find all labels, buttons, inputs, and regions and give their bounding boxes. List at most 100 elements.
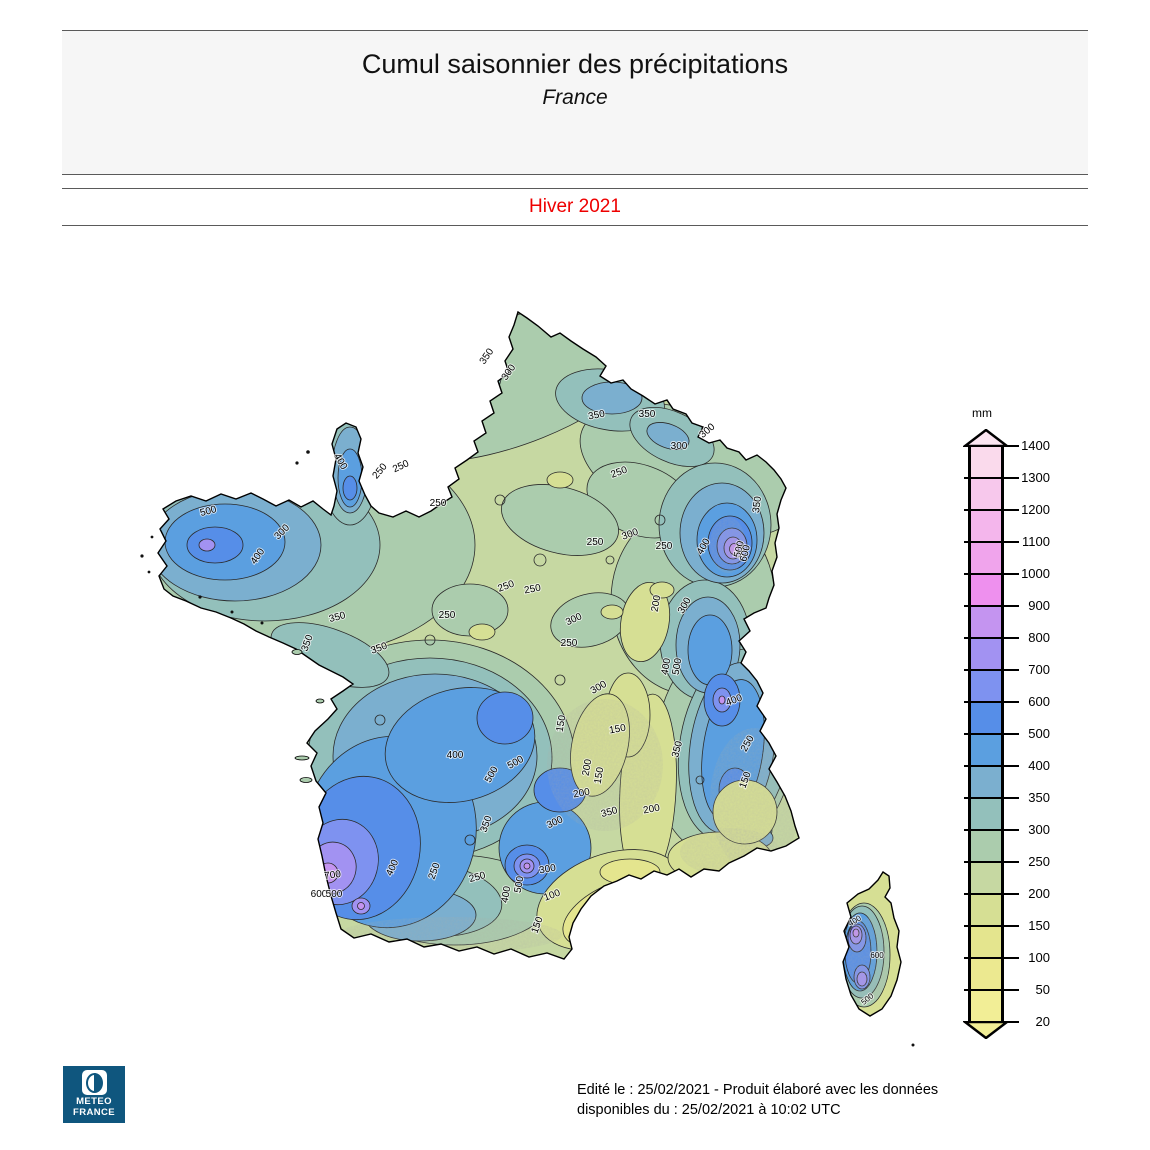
coastal-islands	[140, 450, 915, 1047]
contour-label: 600	[311, 889, 328, 900]
legend-tick	[964, 893, 1019, 895]
season-label: Hiver 2021	[529, 196, 621, 217]
contour-label: 250	[523, 583, 542, 597]
contour-label: 150	[555, 714, 569, 733]
contour-label: 250	[587, 537, 604, 548]
contour-label: 300	[671, 441, 688, 452]
edition-line2: disponibles du : 25/02/2021 à 10:02 UTC	[577, 1102, 841, 1118]
contour-label: 600	[870, 951, 884, 960]
legend-band	[971, 990, 1001, 1022]
legend-band	[971, 478, 1001, 510]
legend-tick	[964, 573, 1019, 575]
contour-label: 350	[751, 495, 764, 513]
logo-text-line1: METEO	[76, 1096, 112, 1107]
contour-label: 350	[587, 409, 606, 423]
legend-band	[971, 830, 1001, 862]
legend-tick-label: 300	[1028, 822, 1050, 837]
contour-label: 250	[439, 610, 456, 621]
contour-label: 200	[572, 787, 591, 801]
legend-tick	[964, 797, 1019, 799]
legend-tick-label: 1300	[1021, 470, 1050, 485]
contour-label: 400	[500, 885, 514, 904]
legend-band	[971, 510, 1001, 542]
contour-label: 250	[430, 498, 447, 509]
color-scale-legend: mm 1400 1300 1200 1100 1000 900 800 700 600 500 40…	[963, 406, 1050, 1039]
contour-label: 250	[561, 638, 578, 649]
logo-text-line2: FRANCE	[73, 1107, 115, 1118]
legend-tick-label: 20	[1035, 1014, 1050, 1029]
contour-label: 500	[671, 657, 685, 676]
season-banner: Hiver 2021	[62, 188, 1088, 226]
legend-band	[971, 766, 1001, 798]
legend-band	[971, 926, 1001, 958]
contour-label: 250	[371, 461, 390, 481]
legend-tick-label: 50	[1035, 982, 1050, 997]
legend-bottom-arrow	[963, 1021, 1009, 1039]
meteo-france-icon	[81, 1070, 107, 1095]
legend-tick	[964, 765, 1019, 767]
legend-tick	[964, 605, 1019, 607]
corsica-contour-fills	[843, 872, 901, 1016]
legend-tick-label: 1000	[1021, 566, 1050, 581]
legend-band	[971, 574, 1001, 606]
contour-label: 350	[639, 409, 656, 420]
contour-label: 600	[738, 544, 753, 563]
legend-tick	[964, 989, 1019, 991]
legend-tick-label: 100	[1028, 950, 1050, 965]
edition-info: Edité le : 25/02/2021 - Produit élaboré …	[577, 1080, 938, 1120]
legend-tick-label: 400	[1028, 758, 1050, 773]
legend-tick	[964, 957, 1019, 959]
legend-tick	[964, 477, 1019, 479]
contour-label: 700	[324, 869, 342, 882]
contour-label: 200	[581, 758, 595, 777]
contour-label: 200	[642, 803, 661, 817]
edition-line1: Edité le : 25/02/2021 - Produit élaboré …	[577, 1082, 939, 1098]
legend-tick	[964, 637, 1019, 639]
legend-tick	[964, 541, 1019, 543]
legend-tick	[964, 509, 1019, 511]
legend-band	[971, 958, 1001, 990]
legend-tick-label: 250	[1028, 854, 1050, 869]
contour-label: 300	[538, 863, 557, 877]
legend-tick	[964, 733, 1019, 735]
legend-tick-label: 150	[1028, 918, 1050, 933]
contour-label: 400	[447, 750, 464, 761]
contour-label: 150	[608, 723, 627, 737]
legend-tick-label: 1200	[1021, 502, 1050, 517]
legend-tick-label: 200	[1028, 886, 1050, 901]
legend-band	[971, 446, 1001, 478]
mainland-contour-fills	[158, 312, 799, 959]
legend-tick-label: 1400	[1021, 438, 1050, 453]
legend-band	[971, 606, 1001, 638]
legend-band	[971, 894, 1001, 926]
contour-label: 150	[593, 766, 607, 785]
legend-tick	[964, 925, 1019, 927]
legend-tick	[964, 445, 1019, 447]
legend-band	[971, 638, 1001, 670]
legend-tick-label: 900	[1028, 598, 1050, 613]
legend-tick-label: 700	[1028, 662, 1050, 677]
contour-label: 250	[656, 541, 673, 552]
legend-unit-label: mm	[972, 406, 992, 420]
contour-label: 500	[732, 540, 747, 559]
contour-label: 250	[391, 458, 411, 475]
legend-band	[971, 670, 1001, 702]
legend-tick-label: 1100	[1022, 534, 1050, 549]
contour-label: 500	[326, 889, 343, 900]
legend-tick-label: 800	[1028, 630, 1050, 645]
meteo-france-logo: METEO FRANCE	[63, 1066, 125, 1123]
legend-band	[971, 862, 1001, 894]
legend-tick-label: 600	[1028, 694, 1050, 709]
legend-tick	[964, 829, 1019, 831]
legend-tick-label: 350	[1028, 790, 1050, 805]
legend-tick-label: 500	[1028, 726, 1050, 741]
legend-band	[971, 542, 1001, 574]
legend-tick	[964, 1021, 1019, 1023]
header: Cumul saisonnier des précipitations Fran…	[62, 30, 1088, 175]
legend-band	[971, 798, 1001, 830]
legend-band	[971, 734, 1001, 766]
page-subtitle: France	[542, 86, 608, 109]
